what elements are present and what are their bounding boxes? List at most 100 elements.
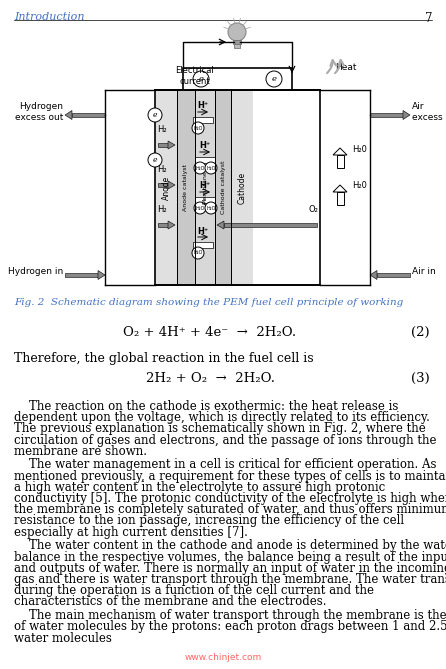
Bar (370, 112, 403, 118)
Text: mentioned previously, a requirement for these types of cells is to maintain: mentioned previously, a requirement for … (14, 470, 446, 483)
Text: membrane are shown.: membrane are shown. (14, 445, 147, 458)
Circle shape (205, 162, 217, 174)
Text: of water molecules by the protons: each proton drags between 1 and 2.5: of water molecules by the protons: each … (14, 620, 446, 634)
Text: during the operation is a function of the cell current and the: during the operation is a function of th… (14, 584, 374, 597)
Text: especially at high current densities [7].: especially at high current densities [7]… (14, 526, 248, 539)
Bar (177, 90, 195, 285)
Text: Cathode: Cathode (238, 171, 247, 203)
Text: Anode catalyst: Anode catalyst (183, 164, 189, 211)
Circle shape (148, 108, 162, 122)
Text: H⁺: H⁺ (199, 142, 211, 151)
Bar (158, 142, 168, 147)
Text: The previous explanation is schematically shown in Fig. 2, where the: The previous explanation is schematicall… (14, 422, 426, 436)
Bar (377, 272, 410, 278)
Bar (215, 90, 231, 285)
Text: and outputs of water. There is normally an input of water in the incoming: and outputs of water. There is normally … (14, 562, 446, 575)
Text: 7: 7 (425, 12, 432, 25)
Circle shape (148, 153, 162, 167)
Text: (2): (2) (411, 326, 430, 339)
Text: H₂0: H₂0 (352, 145, 367, 155)
Text: Therefore, the global reaction in the fuel cell is: Therefore, the global reaction in the fu… (14, 352, 314, 365)
Text: The water content in the cathode and anode is determined by the water: The water content in the cathode and ano… (14, 539, 446, 553)
Bar (233, 40, 241, 44)
Text: H⁺: H⁺ (199, 181, 211, 191)
Text: H⁺: H⁺ (198, 102, 209, 110)
Text: H⁺: H⁺ (198, 227, 209, 235)
Bar (158, 183, 168, 187)
Polygon shape (333, 185, 347, 192)
Bar (155, 90, 177, 285)
Bar (195, 157, 215, 163)
Text: Air in: Air in (412, 268, 436, 276)
Text: The water management in a cell is critical for efficient operation. As: The water management in a cell is critic… (14, 458, 437, 472)
Text: Hydrogen
excess out: Hydrogen excess out (15, 102, 63, 122)
Circle shape (266, 71, 282, 87)
Text: resistance to the ion passage, increasing the efficiency of the cell: resistance to the ion passage, increasin… (14, 514, 404, 527)
Circle shape (192, 247, 204, 259)
Text: The main mechanism of water transport through the membrane is the drag: The main mechanism of water transport th… (14, 609, 446, 622)
Bar (183, 68, 292, 90)
Text: H₂O: H₂O (206, 165, 216, 171)
Bar (195, 197, 215, 203)
Text: (3): (3) (411, 372, 430, 385)
Text: H₂: H₂ (157, 125, 167, 134)
Text: Air
excess out: Air excess out (412, 102, 446, 122)
Polygon shape (217, 221, 224, 229)
Bar (224, 223, 317, 227)
Text: circulation of gases and electrons, and the passage of ions through the: circulation of gases and electrons, and … (14, 434, 437, 447)
Text: e: e (153, 111, 157, 119)
Polygon shape (403, 110, 410, 120)
Text: gas and there is water transport through the membrane. The water transport: gas and there is water transport through… (14, 573, 446, 586)
Polygon shape (65, 110, 72, 120)
Polygon shape (168, 181, 175, 189)
Text: dependent upon the voltage, which is directly related to its efficiency.: dependent upon the voltage, which is dir… (14, 411, 430, 424)
Text: H₂O: H₂O (195, 205, 205, 211)
Circle shape (193, 71, 209, 87)
Bar (336, 192, 343, 205)
Text: a high water content in the electrolyte to assure high protonic: a high water content in the electrolyte … (14, 481, 385, 494)
Bar (193, 117, 213, 123)
Circle shape (228, 23, 246, 41)
Text: Introduction: Introduction (14, 12, 84, 22)
Bar (65, 272, 98, 278)
Text: The reaction on the cathode is exothermic: the heat release is: The reaction on the cathode is exothermi… (14, 400, 398, 413)
Text: H₂0: H₂0 (352, 181, 367, 189)
Bar (234, 44, 240, 48)
Text: Electrical
current: Electrical current (176, 66, 215, 86)
Polygon shape (98, 270, 105, 280)
Text: Heat: Heat (335, 64, 356, 72)
Text: H₂O: H₂O (206, 205, 216, 211)
Circle shape (194, 162, 206, 174)
Circle shape (205, 202, 217, 214)
Text: H₂O: H₂O (193, 126, 202, 130)
Bar (155, 90, 320, 285)
Text: H₂: H₂ (157, 205, 167, 214)
Text: www.chinjet.com: www.chinjet.com (184, 653, 262, 662)
Bar (158, 223, 168, 227)
Bar (72, 112, 105, 118)
Text: Cathode catalyst: Cathode catalyst (220, 161, 226, 214)
Circle shape (192, 122, 204, 134)
Text: Membrane: Membrane (202, 171, 207, 204)
Text: the membrane is completely saturated of water, and thus offers minimum: the membrane is completely saturated of … (14, 503, 446, 516)
Text: conductivity [5]. The protonic conductivity of the electrolyte is high when: conductivity [5]. The protonic conductiv… (14, 492, 446, 505)
Text: characteristics of the membrane and the electrodes.: characteristics of the membrane and the … (14, 595, 326, 608)
Text: Anode: Anode (161, 175, 170, 199)
Bar (195, 90, 215, 285)
Text: 2H₂ + O₂  →  2H₂O.: 2H₂ + O₂ → 2H₂O. (145, 372, 274, 385)
Polygon shape (168, 221, 175, 229)
Text: balance in the respective volumes, the balance being a result of the inputs: balance in the respective volumes, the b… (14, 551, 446, 563)
Text: O₂ + 4H⁺ + 4e⁻  →  2H₂O.: O₂ + 4H⁺ + 4e⁻ → 2H₂O. (124, 326, 297, 339)
Text: O₂: O₂ (308, 205, 318, 214)
Text: H₂O: H₂O (195, 165, 205, 171)
Text: Hydrogen in: Hydrogen in (8, 268, 63, 276)
Polygon shape (168, 141, 175, 149)
Text: Fig. 2  Schematic diagram showing the PEM fuel cell principle of working: Fig. 2 Schematic diagram showing the PEM… (14, 298, 403, 307)
Text: e: e (198, 75, 203, 83)
Text: e: e (272, 75, 277, 83)
Text: H₂: H₂ (157, 165, 167, 174)
Circle shape (194, 202, 206, 214)
Bar (193, 242, 213, 248)
Polygon shape (370, 270, 377, 280)
Text: H₂O: H₂O (193, 250, 202, 256)
